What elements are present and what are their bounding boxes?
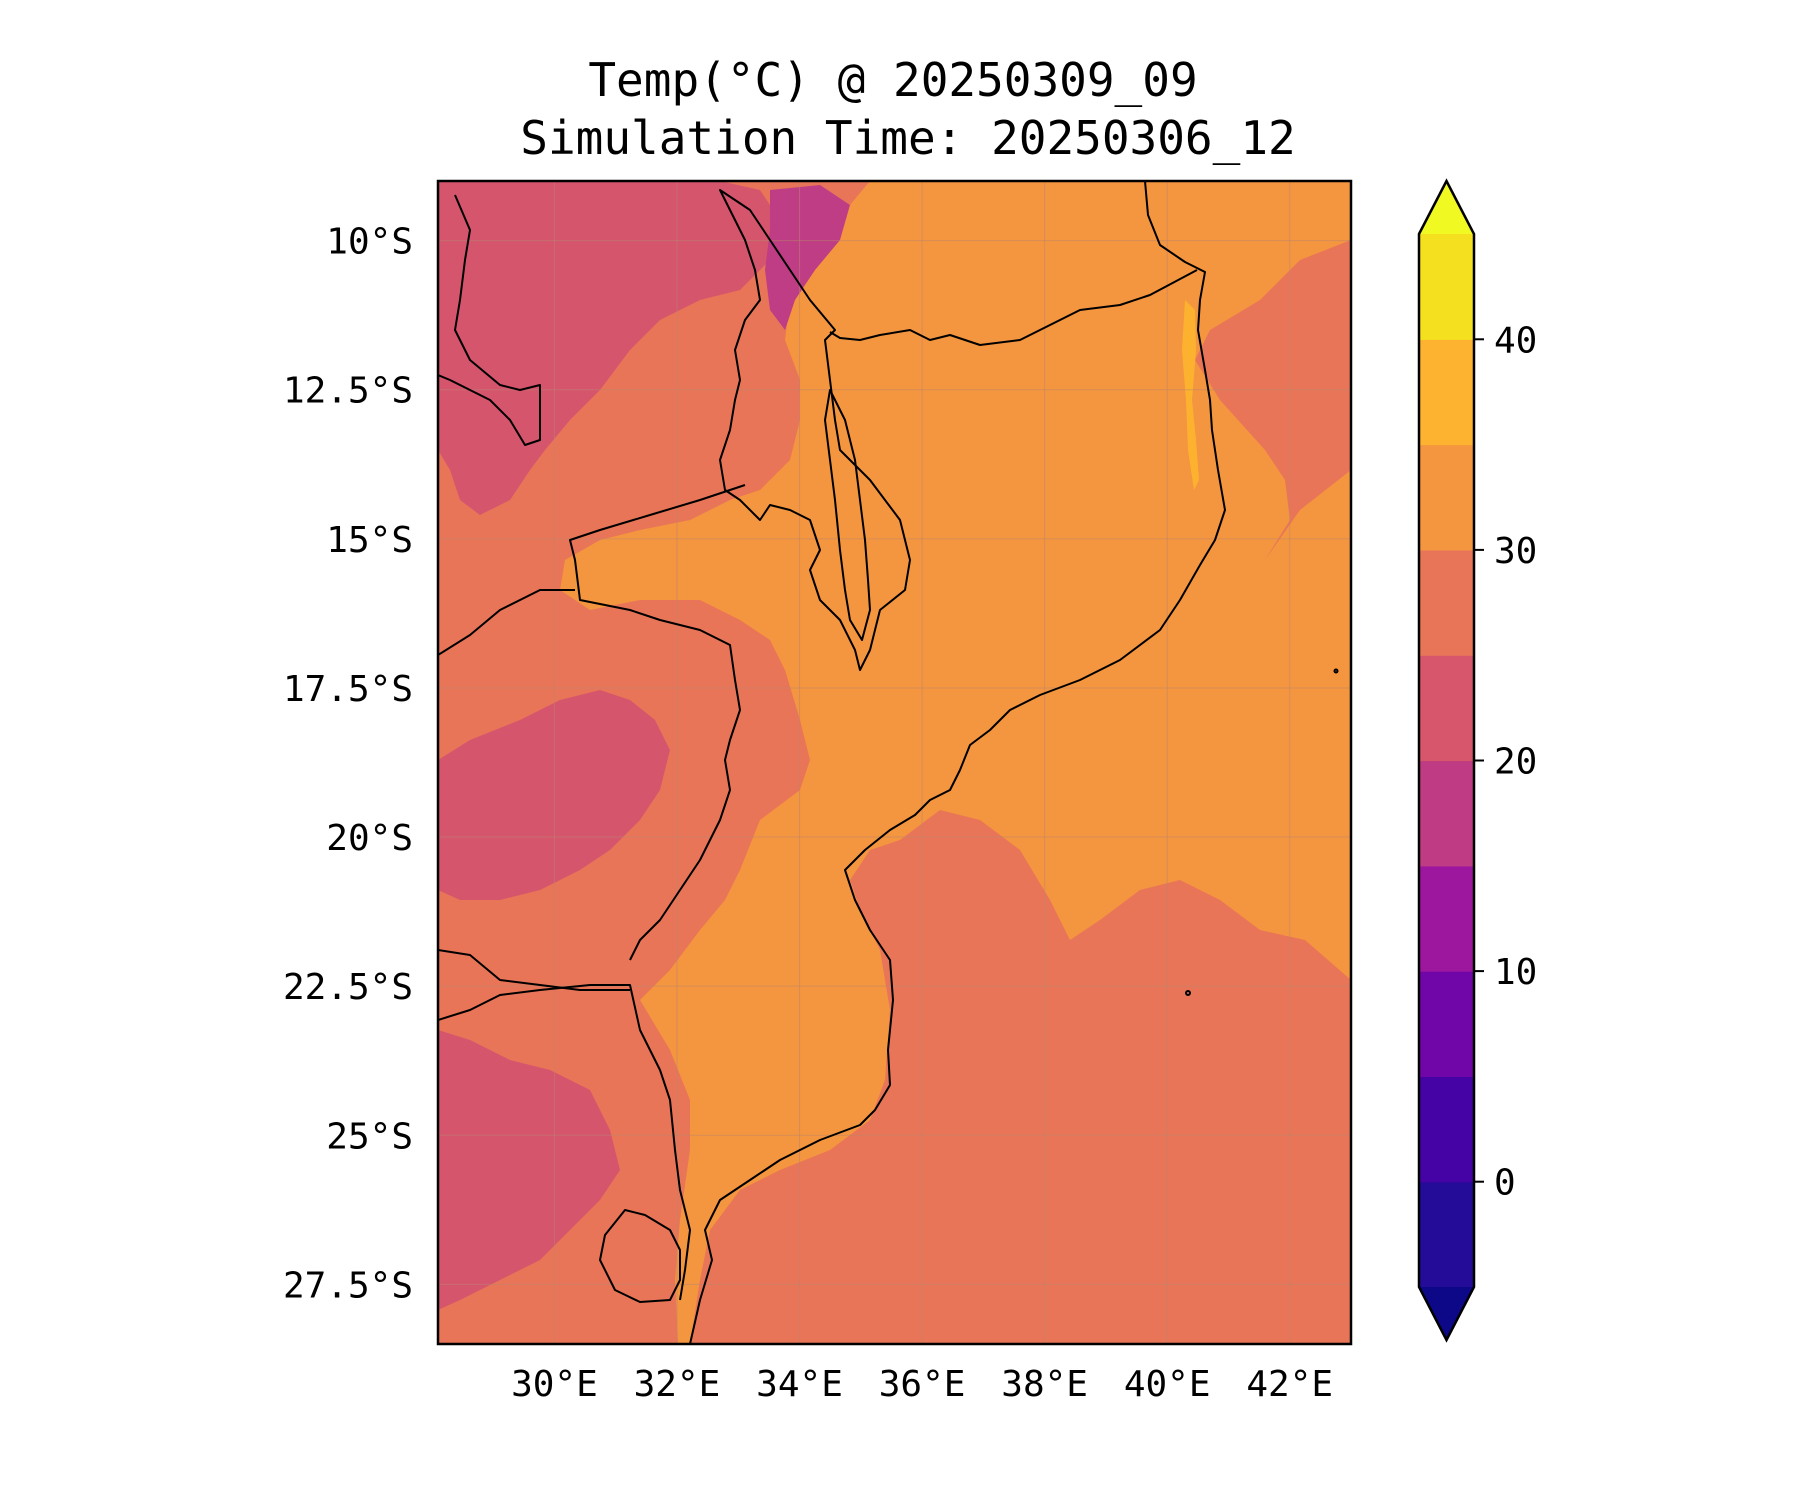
colorbar-segment	[1419, 865, 1474, 972]
country-borders	[438, 181, 1339, 1344]
zambia-drc-border	[438, 194, 541, 446]
lat-tick-label: 17.5°S	[283, 669, 413, 710]
colorbar-segment	[1419, 549, 1474, 656]
cool-south-africa-region	[438, 1030, 620, 1310]
latitude-tick-labels: 10°S 12.5°S 15°S 17.5°S 20°S 22.5°S 25°S 27.5°S	[283, 222, 413, 1307]
colorbar-segment	[1419, 655, 1474, 762]
colorbar: 0 10 20 30 40	[1417, 178, 1537, 1343]
chart-title-line1: Temp(°C) @ 20250309_09	[588, 53, 1197, 107]
malawi-border	[719, 189, 911, 671]
zambia-zimbabwe-border	[438, 589, 575, 656]
lake-malawi-outline	[824, 389, 871, 641]
lon-tick-label: 30°E	[511, 1364, 598, 1405]
mozambique-coastline	[689, 181, 1226, 1344]
eswatini-border	[599, 1209, 681, 1303]
warm-interior-region	[560, 181, 1351, 1344]
colorbar-tick-label: 40	[1494, 320, 1537, 361]
colorbar-segment	[1419, 1181, 1474, 1288]
chart-title-line2: Simulation Time: 20250306_12	[520, 111, 1295, 165]
zambia-mozambique-border	[569, 484, 746, 961]
lat-tick-label: 22.5°S	[283, 967, 413, 1008]
lon-tick-label: 40°E	[1124, 1364, 1211, 1405]
lat-tick-label: 20°S	[326, 818, 413, 859]
island-marker	[1185, 990, 1191, 996]
lat-tick-label: 10°S	[326, 222, 413, 263]
colorbar-tick-label: 20	[1494, 742, 1537, 783]
colorbar-tick-label: 30	[1494, 531, 1537, 572]
lon-tick-label: 38°E	[1001, 1364, 1088, 1405]
south-africa-border	[438, 984, 691, 1301]
colorbar-tick-label: 0	[1494, 1163, 1516, 1204]
hot-coast-region	[1182, 300, 1199, 490]
colorbar-tick-label: 10	[1494, 952, 1537, 993]
lat-tick-label: 15°S	[326, 520, 413, 561]
colorbar-segment	[1419, 1076, 1474, 1183]
lon-tick-label: 42°E	[1246, 1364, 1333, 1405]
map-plot-area	[438, 181, 1351, 1344]
lon-tick-label: 32°E	[634, 1364, 721, 1405]
colorbar-segment	[1419, 760, 1474, 867]
colorbar-extend-max	[1419, 181, 1474, 234]
colorbar-outline	[1417, 178, 1476, 1343]
island-marker-east	[1333, 668, 1339, 674]
colorbar-extend-min	[1419, 1287, 1474, 1340]
map-frame	[436, 179, 1353, 1346]
colorbar-segment	[1419, 234, 1474, 340]
botswana-zimbabwe-border	[438, 949, 630, 991]
colorbar-segment	[1419, 444, 1474, 551]
mozambique-tanzania-border	[829, 269, 1198, 346]
lat-tick-label: 27.5°S	[283, 1265, 413, 1306]
lat-tick-label: 25°S	[326, 1116, 413, 1157]
colorbar-segment	[1419, 971, 1474, 1077]
lon-tick-label: 34°E	[756, 1364, 843, 1405]
lat-tick-label: 12.5°S	[283, 371, 413, 412]
lon-tick-label: 36°E	[879, 1364, 966, 1405]
colorbar-segment	[1419, 339, 1474, 446]
cold-malawi-region	[765, 185, 850, 330]
longitude-tick-labels: 30°E 32°E 34°E 36°E 38°E 40°E 42°E	[511, 1364, 1333, 1405]
cool-zambia-region	[438, 181, 780, 515]
